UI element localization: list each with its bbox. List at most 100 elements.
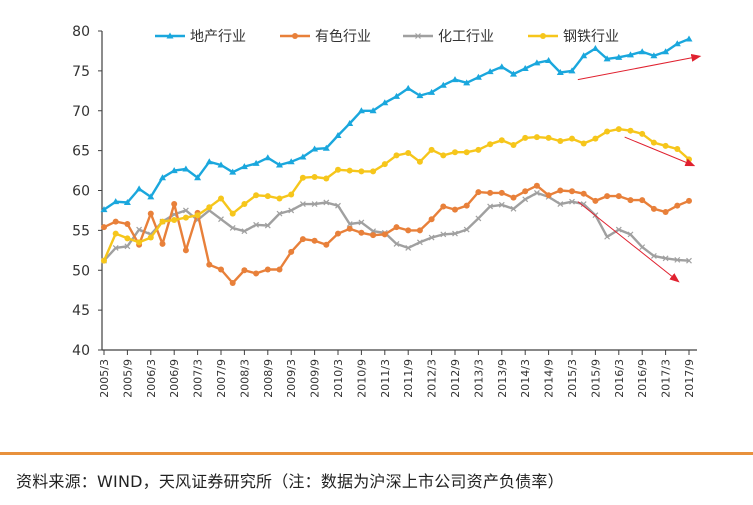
data-point <box>591 45 599 52</box>
data-point <box>264 266 271 273</box>
data-point <box>627 231 634 238</box>
data-point <box>557 201 564 207</box>
data-point <box>124 235 131 242</box>
data-point <box>639 244 646 251</box>
data-point <box>498 137 505 144</box>
data-point <box>650 205 657 212</box>
data-point <box>170 167 178 174</box>
data-point <box>569 198 575 205</box>
data-point <box>674 146 681 153</box>
data-point <box>522 134 529 141</box>
data-point <box>101 224 107 231</box>
data-point <box>147 210 154 217</box>
data-point <box>229 168 237 175</box>
data-point <box>253 270 260 277</box>
data-point <box>369 107 377 114</box>
data-point <box>416 239 423 246</box>
data-point <box>299 174 306 181</box>
data-point <box>218 266 224 273</box>
data-point <box>405 244 412 251</box>
data-point <box>322 144 330 151</box>
trend-arrow <box>577 201 680 283</box>
x-tick-label: 2014/9 <box>543 359 556 398</box>
data-point <box>182 165 190 172</box>
x-tick-label: 2013/9 <box>496 359 509 398</box>
data-point <box>521 64 529 71</box>
x-tick-label: 2016/3 <box>613 359 626 398</box>
data-point <box>452 149 458 156</box>
data-point <box>217 161 225 168</box>
data-point <box>205 158 213 165</box>
data-point <box>334 131 342 138</box>
data-point <box>569 135 575 142</box>
data-point <box>276 195 283 202</box>
data-point <box>498 189 505 196</box>
data-point <box>440 152 447 159</box>
data-point <box>627 197 634 204</box>
data-point <box>510 205 517 212</box>
series-1 <box>101 182 692 287</box>
data-point <box>101 257 107 264</box>
data-point <box>253 192 260 199</box>
data-point <box>264 154 272 161</box>
data-point <box>580 140 587 147</box>
data-point <box>346 167 353 174</box>
data-point <box>229 280 236 287</box>
data-point <box>486 68 494 75</box>
data-point <box>639 197 646 204</box>
data-point <box>288 191 295 198</box>
data-point <box>311 173 318 180</box>
y-tick-label: 75 <box>72 64 90 80</box>
x-tick-label: 2005/3 <box>98 359 111 398</box>
x-tick-label: 2016/9 <box>636 359 649 398</box>
data-point <box>557 187 564 194</box>
data-point <box>112 198 120 205</box>
data-point <box>428 216 435 223</box>
legend-item-0: 地产行业 <box>155 29 246 45</box>
data-point <box>229 225 236 231</box>
data-point <box>580 52 588 59</box>
data-point <box>358 168 365 175</box>
data-point <box>556 68 564 75</box>
data-point <box>428 88 436 95</box>
data-point <box>416 227 423 234</box>
data-point <box>440 231 447 238</box>
x-tick-label: 2006/9 <box>168 359 181 398</box>
data-point <box>358 229 365 236</box>
annotations <box>577 53 702 283</box>
x-tick-label: 2011/3 <box>379 359 392 398</box>
x-tick-label: 2013/3 <box>472 359 485 398</box>
data-point <box>604 233 611 240</box>
data-point <box>451 76 459 83</box>
data-point <box>627 51 634 58</box>
data-point <box>381 231 388 238</box>
data-point <box>405 227 412 234</box>
series-line <box>102 127 690 262</box>
data-point <box>475 146 482 153</box>
x-tick-label: 2009/3 <box>285 359 298 398</box>
legend-label: 有色行业 <box>315 28 371 45</box>
x-tick-label: 2014/3 <box>519 359 532 398</box>
x-tick-label: 2012/3 <box>426 359 439 398</box>
data-point <box>603 55 611 62</box>
legend-marker <box>166 32 174 39</box>
data-point <box>123 198 131 205</box>
data-point <box>416 158 423 165</box>
data-point <box>381 99 389 106</box>
data-point <box>604 128 611 135</box>
data-point <box>323 175 330 182</box>
data-point <box>112 218 119 225</box>
data-point <box>522 188 529 195</box>
data-point <box>229 210 236 217</box>
data-point <box>639 130 646 137</box>
data-point <box>463 79 471 86</box>
series-line <box>103 37 690 211</box>
data-point <box>276 266 283 273</box>
data-point <box>112 244 119 251</box>
data-point <box>615 126 622 133</box>
legend-item-2: 化工行业 <box>403 29 494 45</box>
data-point <box>136 239 143 246</box>
legend-label: 钢铁行业 <box>563 29 619 45</box>
x-tick-label: 2007/9 <box>215 359 228 398</box>
